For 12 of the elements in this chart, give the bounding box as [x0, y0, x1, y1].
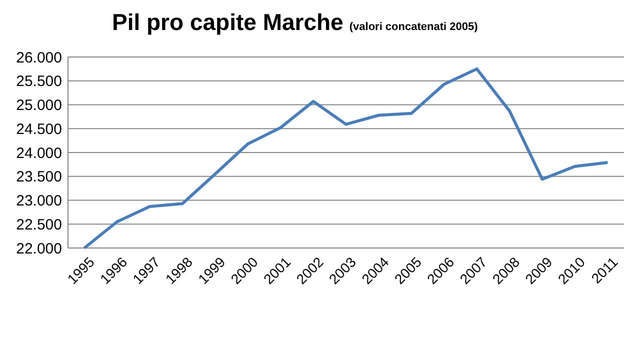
y-tick-label: 23.500 — [16, 168, 62, 186]
y-tick-label: 25.000 — [16, 97, 62, 114]
y-tick-label: 23.000 — [16, 192, 62, 210]
chart-subtitle: (valori concatenati 2005) — [349, 21, 478, 33]
y-tick-label: 26.000 — [16, 49, 62, 66]
chart-title: Pil pro capite Marche — [112, 9, 344, 35]
y-tick-label: 24.500 — [16, 120, 62, 138]
y-tick-label: 22.000 — [16, 240, 62, 258]
y-tick-label: 24.000 — [16, 144, 62, 162]
y-tick-label: 22.500 — [16, 216, 62, 234]
line-series — [82, 67, 610, 250]
y-tick-label: 25.500 — [16, 73, 62, 90]
